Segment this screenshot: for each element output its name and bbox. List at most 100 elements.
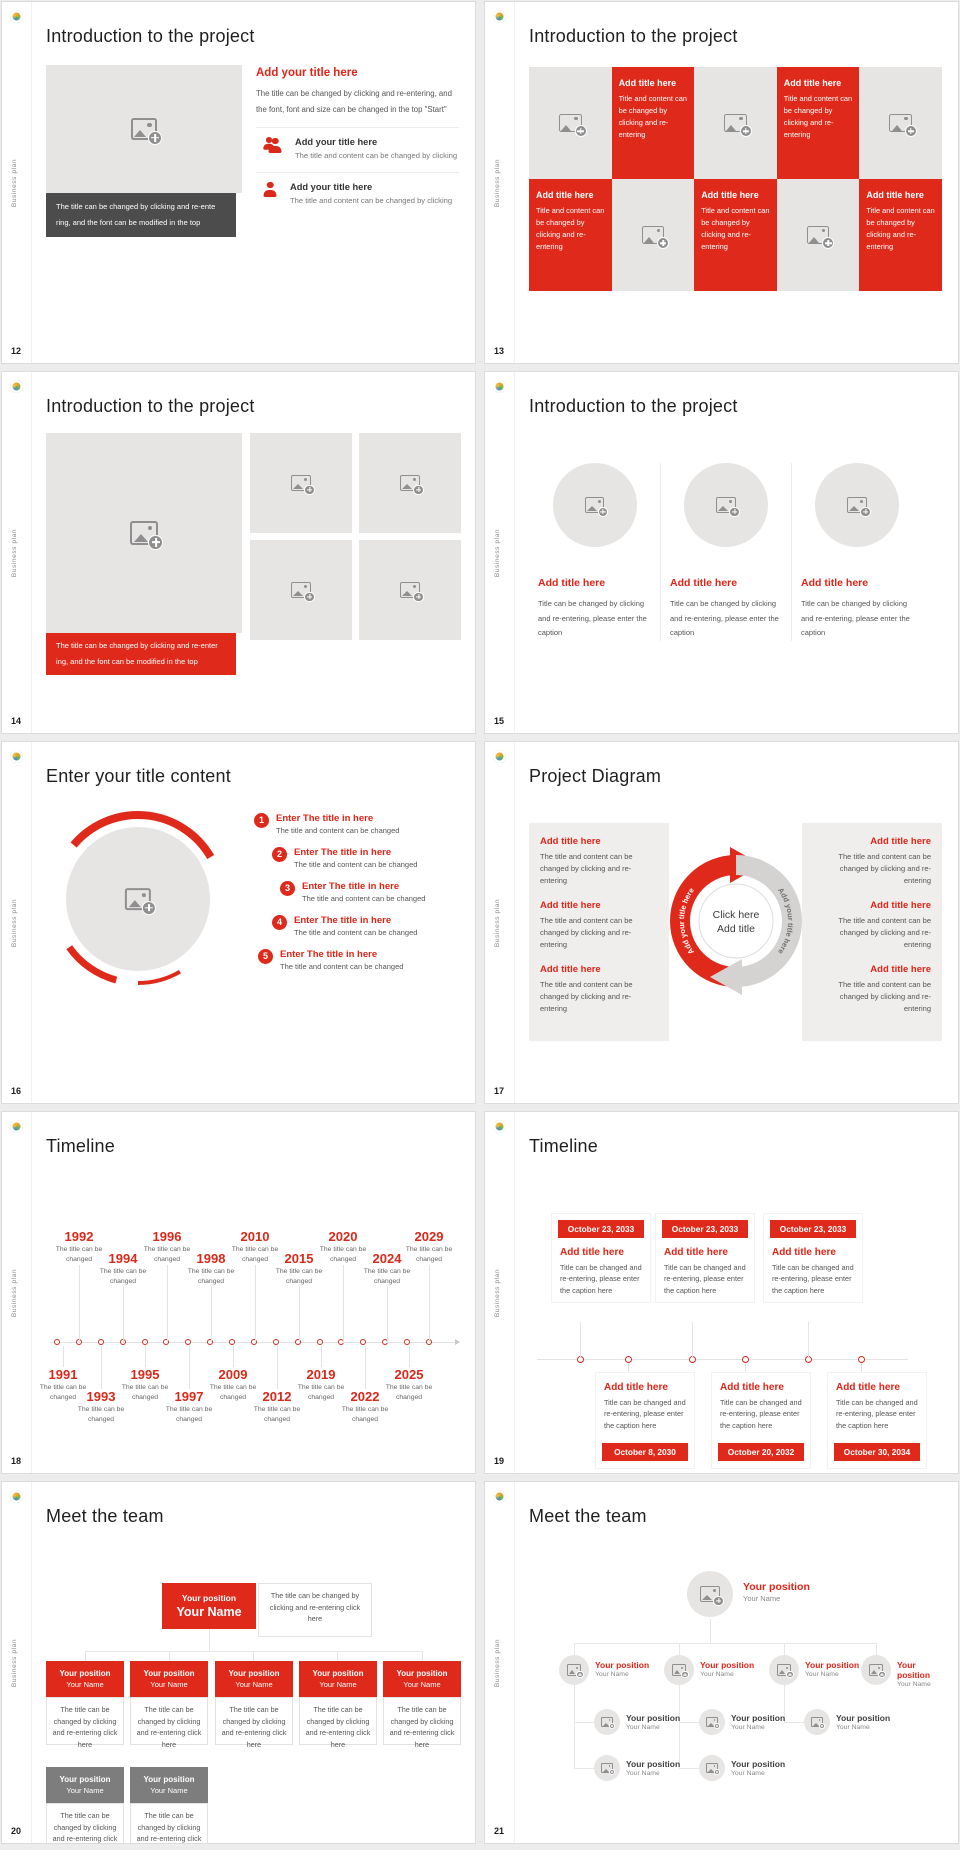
people-icon <box>262 137 283 153</box>
slide-15-thumbnail[interactable]: Business plan 15 Introduction to the pro… <box>484 371 959 734</box>
org-node: Your position Your Name <box>383 1661 461 1697</box>
column-title: Add title here <box>670 577 738 589</box>
list-item: Add your title here The title and conten… <box>256 128 459 173</box>
logo <box>493 380 506 393</box>
image-plus-icon <box>600 1762 616 1776</box>
sidebar-vertical-text: Business plan <box>494 898 501 947</box>
number-badge: 3 <box>280 881 295 896</box>
image-plus-icon <box>400 475 424 495</box>
timeline-year-label: 2009 The title can be changed <box>205 1346 261 1403</box>
right-text-panel: Add title here The title and content can … <box>802 823 942 1041</box>
name-label: Your Name <box>626 1770 660 1777</box>
column-title: Add title here <box>538 577 606 589</box>
text-cell: Add title here Title and content can be c… <box>694 179 777 291</box>
logo <box>493 10 506 23</box>
slide-left-strip: Business plan 15 <box>485 372 515 733</box>
image-placeholder <box>694 67 777 179</box>
slide-12-thumbnail[interactable]: Business plan 12 Introduction to the pro… <box>1 1 476 364</box>
timeline-tick <box>742 1356 749 1363</box>
numbered-item: 2 Enter The title in here The title and c… <box>272 847 425 869</box>
name-label: Your Name <box>700 1671 734 1678</box>
image-placeholder <box>776 179 860 291</box>
block-text: The title and content can be changed by … <box>540 980 633 1013</box>
image-plus-icon <box>291 475 315 495</box>
center-label-line1: Click here <box>712 909 759 921</box>
year-caption: The title can be changed <box>99 1268 147 1285</box>
person-icon <box>262 182 278 197</box>
avatar-placeholder <box>804 1709 830 1735</box>
org-node: Your position Your Name <box>130 1767 208 1803</box>
image-plus-icon <box>641 225 670 250</box>
sidebar-vertical-text: Business plan <box>11 1268 18 1317</box>
block-text: The title and content can be changed by … <box>540 852 633 885</box>
org-node-label: Your position Your Name <box>836 1713 890 1731</box>
item-text: The title and content can be changed <box>276 826 400 835</box>
image-plus-icon <box>777 1664 794 1679</box>
slide-19-thumbnail[interactable]: Business plan 19 Timeline October 2 <box>484 1111 959 1474</box>
slide-13-thumbnail[interactable]: Business plan 13 Introduction to the pro… <box>484 1 959 364</box>
item-text: The title and content can be changed by … <box>295 150 458 160</box>
timeline-tick <box>141 1339 148 1345</box>
item-title: Add your title here <box>290 181 373 192</box>
image-plus-icon <box>600 1716 616 1730</box>
position-label: Your position <box>743 1581 810 1593</box>
year-caption: The title can be changed <box>187 1268 235 1285</box>
text-block: Add title here The title and content can … <box>540 964 658 1015</box>
position-label: Your position <box>836 1713 891 1723</box>
image-plus-icon <box>400 582 424 602</box>
cell-text: Title and content can be changed by clic… <box>701 206 770 251</box>
connector-line <box>169 1651 170 1661</box>
connector-line <box>876 1643 877 1657</box>
text-block: Add title here The title and content can … <box>813 964 931 1015</box>
connector-line <box>79 1264 80 1343</box>
numbered-item: 5 Enter The title in here The title and c… <box>258 949 425 971</box>
connector-line <box>365 1346 366 1389</box>
text-block: Add title here The title and content can … <box>813 836 931 887</box>
year: 1993 <box>86 1389 116 1404</box>
org-node: Your position Your Name <box>46 1661 124 1697</box>
timeline-year-label: 2012 The title can be changed <box>249 1346 305 1425</box>
timeline-tick <box>185 1339 192 1345</box>
org-node-label: Your position Your Name <box>700 1660 754 1678</box>
card-text: Title can be changed and re-entering, pl… <box>664 1263 746 1295</box>
slide-21-thumbnail[interactable]: Business plan 21 Meet the team Your posi… <box>484 1481 959 1844</box>
logo <box>10 1490 23 1503</box>
year: 2015 <box>284 1251 314 1266</box>
image-plus-icon <box>724 113 752 138</box>
item-text: The title and content can be changed <box>294 928 418 937</box>
slide-16-thumbnail[interactable]: Business plan 16 Enter your title conten… <box>1 741 476 1104</box>
date-badge: October 30, 2034 <box>834 1442 920 1461</box>
number-badge: 1 <box>254 813 269 828</box>
image-plus-icon <box>558 113 587 138</box>
block-title: Add title here <box>540 836 601 847</box>
column-text: Title can be changed by clicking and re-… <box>801 599 910 638</box>
card-text: Title can be changed and re-entering, pl… <box>772 1263 854 1295</box>
slide-17-thumbnail[interactable]: Business plan 17 Project Diagram Add tit… <box>484 741 959 1104</box>
slide-left-strip: Business plan 13 <box>485 2 515 363</box>
name-label: Your Name <box>731 1770 765 1777</box>
timeline-card: Add title here Title can be changed and r… <box>595 1372 695 1469</box>
avatar-placeholder <box>769 1655 799 1685</box>
slide-18-thumbnail[interactable]: Business plan 18 Timeline 1992 The title … <box>1 1111 476 1474</box>
page-number: 16 <box>11 1086 22 1096</box>
connector-line <box>679 1685 680 1768</box>
slide-14-thumbnail[interactable]: Business plan 14 Introduction to the pro… <box>1 371 476 734</box>
block-title: Add title here <box>540 964 601 975</box>
connector-line <box>387 1286 388 1343</box>
year: 1998 <box>196 1251 226 1266</box>
slide-title: Meet the team <box>46 1506 164 1526</box>
cell-title: Add title here <box>536 190 594 200</box>
block-text: The title and content can be changed by … <box>540 916 633 949</box>
logo <box>10 1120 23 1133</box>
connector-line <box>679 1643 680 1657</box>
org-node-label: Your position Your Name <box>626 1713 680 1731</box>
year: 2025 <box>394 1367 424 1382</box>
item-title: Enter The title in here <box>302 881 400 892</box>
numbered-item: 4 Enter The title in here The title and c… <box>272 915 425 937</box>
year-caption: The title can be changed <box>231 1246 279 1263</box>
slide-20-thumbnail[interactable]: Business plan 20 Meet the team Your posi… <box>1 1481 476 1844</box>
slide-left-strip: Business plan 17 <box>485 742 515 1103</box>
logo <box>10 10 23 23</box>
logo <box>10 380 23 393</box>
